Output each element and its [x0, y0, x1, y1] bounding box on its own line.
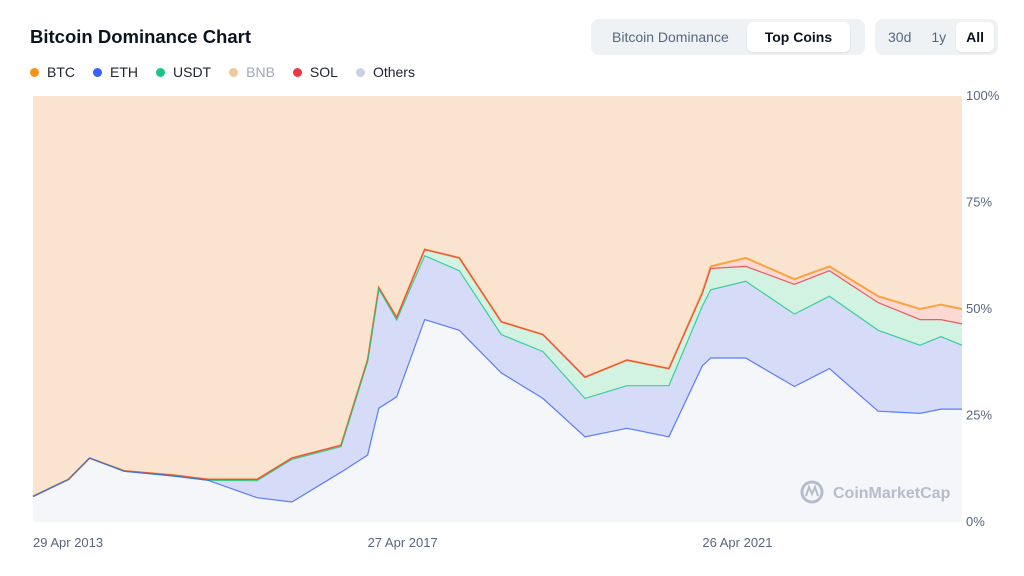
legend-dot: [30, 67, 39, 77]
legend-label: BNB: [246, 64, 275, 80]
line-sol: [32, 248, 963, 497]
area-eth: [33, 255, 962, 502]
view-toggle: Bitcoin Dominance Top Coins: [591, 19, 865, 55]
legend-dot: [292, 67, 302, 77]
area-others: [33, 319, 962, 522]
watermark-text: CoinMarketCap: [833, 485, 951, 502]
y-tick-label: 25%: [966, 408, 992, 423]
tab-top-coins[interactable]: Top Coins: [746, 22, 851, 52]
range-toggle: 30d 1y All: [875, 19, 998, 55]
x-tick-label: 29 Apr 2013: [33, 535, 103, 550]
legend-label: Others: [372, 64, 415, 80]
y-tick-label: 50%: [966, 301, 992, 316]
range-1y-button[interactable]: 1y: [931, 29, 947, 45]
legend-label: BTC: [47, 64, 75, 80]
legend-item-others[interactable]: Others: [355, 64, 415, 80]
legend-dot: [156, 67, 165, 77]
tab-bitcoin-dominance[interactable]: Bitcoin Dominance: [612, 29, 729, 45]
coinmarketcap-logo-mark: [805, 484, 819, 497]
y-tick-label: 100%: [966, 88, 1000, 103]
legend-item-bnb[interactable]: BNB: [229, 64, 275, 80]
y-tick-label: 75%: [966, 195, 992, 210]
legend-label: USDT: [173, 64, 212, 80]
chart-title: Bitcoin Dominance Chart: [30, 26, 251, 47]
legend-dot: [93, 67, 102, 77]
area-btc: [33, 96, 962, 497]
coinmarketcap-watermark: CoinMarketCap: [800, 480, 951, 504]
range-30d-button[interactable]: 30d: [888, 29, 912, 45]
legend-dot: [229, 67, 239, 77]
legend-item-eth[interactable]: ETH: [93, 64, 138, 80]
legend-item-sol[interactable]: SOL: [292, 64, 338, 80]
range-all-button[interactable]: All: [956, 22, 995, 52]
x-tick-label: 26 Apr 2021: [702, 535, 772, 550]
coinmarketcap-logo-icon: [800, 480, 824, 504]
legend-label: SOL: [309, 64, 338, 80]
legend-label: ETH: [110, 64, 138, 80]
chart-legend: BTC ETH USDT BNB SOL Others: [30, 64, 433, 80]
legend-item-btc[interactable]: BTC: [30, 64, 75, 80]
line-eth: [32, 318, 962, 503]
legend-item-usdt[interactable]: USDT: [156, 64, 211, 80]
y-tick-label: 0%: [966, 514, 985, 529]
legend-dot: [355, 67, 365, 77]
x-tick-label: 27 Apr 2017: [368, 535, 438, 550]
